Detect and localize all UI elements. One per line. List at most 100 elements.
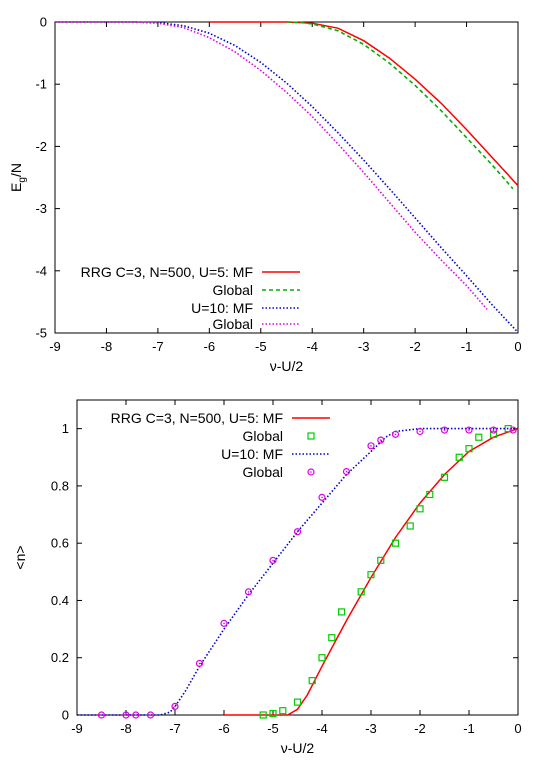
data-point xyxy=(489,430,498,438)
series-4 xyxy=(55,21,488,310)
data-point xyxy=(318,654,326,662)
chart-panel-1: -9 -8 -7 -6 -5 -4 -3 -2 -1 00-1-2-3-4-5ν-U/2Eg/NR… xyxy=(8,15,522,375)
data-point xyxy=(293,698,302,706)
data-point xyxy=(391,539,400,547)
data-point xyxy=(220,619,228,627)
x-tick-label: -7 xyxy=(169,721,181,736)
x-tick-label: -5 xyxy=(255,339,267,354)
y-tick-label: -5 xyxy=(35,326,47,341)
data-point-center xyxy=(419,430,421,433)
series-line xyxy=(77,427,518,716)
legend-label: Global xyxy=(213,316,253,332)
x-tick-label: 0 xyxy=(514,339,521,354)
data-point xyxy=(279,707,287,715)
x-tick-label: -1 xyxy=(461,339,473,354)
y-tick-label: 0 xyxy=(40,15,47,30)
legend-label: RRG C=3, N=500, U=5: MF xyxy=(111,410,283,426)
data-point xyxy=(440,426,449,434)
x-axis-label: ν-U/2 xyxy=(270,358,304,374)
y-axis-label: Eg/N xyxy=(8,163,28,192)
x-tick-label: -7 xyxy=(152,339,164,354)
data-point xyxy=(244,588,253,596)
x-tick-label: -2 xyxy=(414,721,426,736)
x-tick-label: 0 xyxy=(514,721,521,736)
data-point-center xyxy=(174,705,176,708)
data-point xyxy=(377,556,385,564)
plot-frame xyxy=(76,399,519,716)
data-point-center xyxy=(321,496,323,499)
data-point-center xyxy=(272,559,274,562)
data-point xyxy=(391,430,400,438)
series-line xyxy=(55,21,519,333)
x-tick-label: -4 xyxy=(316,721,328,736)
data-point xyxy=(357,588,365,596)
data-point-center xyxy=(345,470,348,473)
y-tick-label: 0.2 xyxy=(51,650,69,665)
series-4 xyxy=(97,426,517,719)
legend-label: U=10: MF xyxy=(221,446,283,462)
legend-label: RRG C=3, N=500, U=5: MF xyxy=(81,264,253,280)
x-tick-label: -1 xyxy=(463,721,475,736)
y-tick-label: 0.4 xyxy=(51,593,69,608)
legend-label: Global xyxy=(243,464,283,480)
x-tick-label: -3 xyxy=(365,721,377,736)
data-point xyxy=(440,473,449,481)
x-tick-label: -6 xyxy=(204,339,216,354)
series-line xyxy=(286,21,514,190)
y-axis-label: <n> xyxy=(12,545,28,569)
legend-label: Global xyxy=(243,428,283,444)
y-tick-label: -3 xyxy=(35,201,47,216)
y-tick-label: -4 xyxy=(35,263,47,278)
data-point xyxy=(416,427,424,436)
series-2 xyxy=(259,425,512,719)
series-3 xyxy=(77,427,518,716)
data-point xyxy=(377,436,385,444)
legend-label: U=10: MF xyxy=(191,300,253,316)
legend-marker xyxy=(307,468,315,476)
chart-panel-2: -9 -8 -7 -6 -5 -4 -3 -2 -1 0 0 0.2 0.4 0.6 0.8 1 ν-U/2 <n… xyxy=(12,399,522,756)
legend-label: Global xyxy=(213,282,253,298)
data-point-center xyxy=(443,429,446,431)
x-tick-label: -2 xyxy=(409,339,421,354)
x-tick-label: -9 xyxy=(71,721,83,736)
y-tick-label: 1 xyxy=(62,421,69,436)
data-point-center xyxy=(370,445,372,447)
data-point xyxy=(465,426,473,434)
data-point xyxy=(465,445,473,453)
x-tick-label: -8 xyxy=(120,721,132,736)
series-3 xyxy=(55,21,519,333)
data-point xyxy=(97,711,106,719)
data-point xyxy=(122,711,130,719)
data-point-center xyxy=(198,662,201,665)
data-point xyxy=(338,608,346,616)
data-point-center xyxy=(247,591,250,593)
data-point xyxy=(171,702,179,711)
data-point-center xyxy=(100,714,103,716)
y-tick-label: -1 xyxy=(35,77,47,92)
x-axis-label: ν-U/2 xyxy=(281,740,315,756)
x-tick-label: -3 xyxy=(358,339,370,354)
data-point-center xyxy=(380,439,382,441)
data-point xyxy=(259,711,267,719)
data-point xyxy=(146,711,155,719)
data-point xyxy=(269,709,277,718)
x-tick-label: -9 xyxy=(49,339,61,354)
data-point xyxy=(406,522,414,530)
data-point-center xyxy=(223,622,225,625)
data-point-center xyxy=(468,429,470,431)
data-point xyxy=(489,426,498,434)
data-point-center xyxy=(125,714,127,716)
data-point-center xyxy=(512,429,514,431)
series-2 xyxy=(286,21,514,190)
series-1 xyxy=(209,21,519,187)
data-point xyxy=(308,677,316,685)
data-point-center xyxy=(394,433,397,436)
data-point-center xyxy=(296,530,299,533)
data-point xyxy=(195,659,204,668)
x-tick-label: -8 xyxy=(101,339,113,354)
data-point xyxy=(367,442,375,450)
data-point-center xyxy=(149,714,152,716)
series-line xyxy=(209,21,519,187)
y-tick-label: 0 xyxy=(62,708,69,723)
